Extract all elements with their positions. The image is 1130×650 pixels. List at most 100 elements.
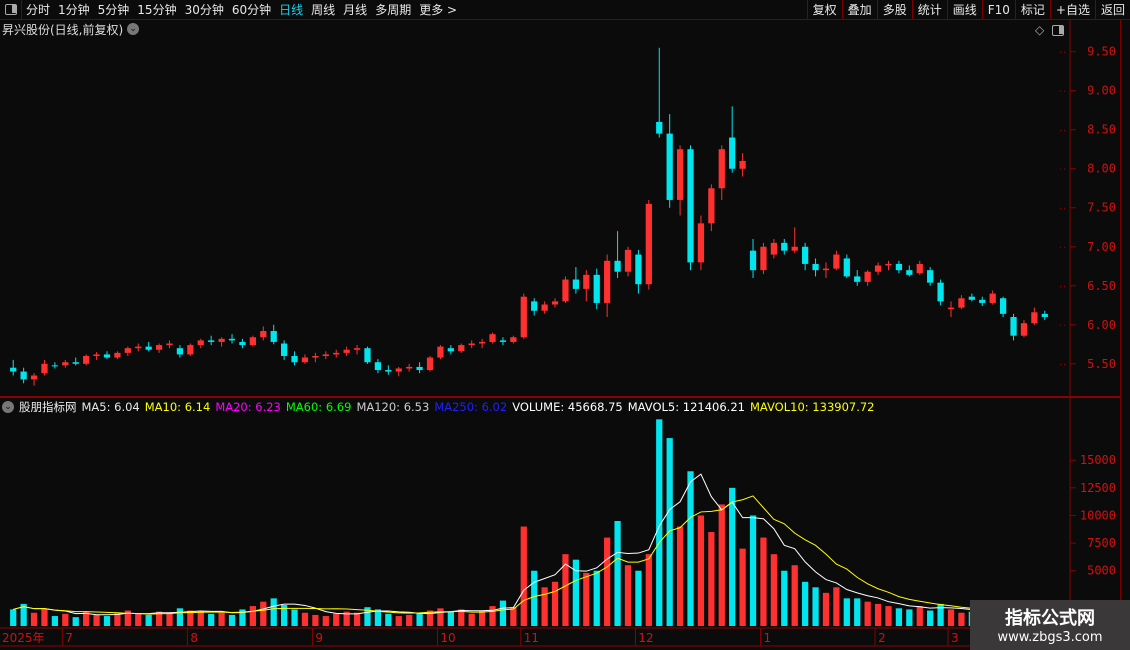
candle-body — [145, 346, 152, 350]
candle-body — [770, 242, 777, 255]
candle-body — [312, 355, 319, 358]
mavol10-line — [13, 495, 1045, 615]
watermark: 指标公式网 www.zbgs3.com — [970, 600, 1130, 650]
period-tab[interactable]: 更多 > — [419, 2, 458, 17]
volume-bar — [312, 614, 319, 626]
period-tab[interactable]: 1分钟 — [58, 2, 90, 17]
toolbar-button[interactable]: 返回 — [1094, 0, 1130, 20]
chevron-down-icon[interactable]: ⌄ — [127, 23, 140, 35]
grid-dot — [1060, 246, 1061, 248]
candle-body — [1031, 312, 1038, 324]
candle-body — [93, 354, 100, 356]
candle-body — [62, 362, 69, 366]
volume-bar — [489, 606, 496, 626]
candle-body — [187, 345, 194, 355]
indicator-value: MAVOL5: 121406.21 — [627, 400, 745, 414]
candle-body — [260, 331, 267, 338]
candle-body — [228, 338, 236, 341]
indicator-value: MA5: 6.04 — [81, 400, 140, 414]
mavol5-line — [13, 473, 1045, 616]
month-label: 7 — [65, 631, 73, 645]
chevron-down-icon[interactable]: ⌄ — [2, 401, 14, 413]
toolbar-button[interactable]: 叠加 — [841, 0, 877, 20]
period-tab[interactable]: 60分钟 — [231, 2, 272, 17]
grid-dot — [1060, 90, 1061, 92]
candle-body — [333, 352, 340, 355]
indicator-value: MA20: 6.23 — [215, 400, 281, 414]
period-tab[interactable]: 30分钟 — [184, 2, 224, 17]
volume-bar — [416, 612, 423, 626]
candle-body — [864, 271, 871, 282]
candle-body — [301, 357, 309, 363]
grid-dot — [1060, 168, 1061, 170]
toolbar-button[interactable]: 多股 — [876, 0, 912, 20]
candle-body — [885, 263, 892, 266]
candle-body — [281, 343, 288, 356]
candle-body — [10, 367, 17, 372]
toolbar-button[interactable]: 画线 — [946, 0, 982, 20]
period-tab[interactable]: 月线 — [343, 2, 368, 17]
volume-bar — [333, 613, 340, 626]
period-tab[interactable]: 日线 — [279, 2, 304, 17]
volume-bar — [10, 609, 17, 626]
indicator-value: VOLUME: 45668.75 — [512, 400, 623, 414]
function-toolbar: 复权 叠加 多股 统计 画线 F10 标记 +自选 返回 — [806, 0, 1130, 20]
period-tab[interactable]: 周线 — [311, 2, 336, 17]
candle-body — [718, 149, 725, 189]
candle-body — [812, 263, 819, 271]
panel-icon[interactable] — [1052, 24, 1065, 36]
candle-body — [937, 282, 944, 302]
diamond-icon[interactable]: ◇ — [1035, 23, 1045, 37]
volume-bar — [874, 603, 882, 626]
volume-bar — [374, 609, 382, 626]
candle-body — [572, 279, 580, 289]
kline-chart[interactable]: 9.509.008.508.007.507.006.506.005.501500… — [0, 20, 1120, 650]
volume-bar — [656, 419, 663, 626]
candle-body — [208, 340, 215, 342]
price-tick-label: 7.00 — [1087, 240, 1116, 254]
candle-body — [531, 301, 538, 311]
volume-bar — [270, 598, 277, 626]
volume-bar — [166, 612, 173, 626]
candle-body — [968, 296, 975, 300]
volume-bar — [708, 532, 715, 626]
volume-bar — [593, 570, 600, 626]
toolbar-button[interactable]: 统计 — [911, 0, 947, 20]
toolbar-button[interactable]: +自选 — [1049, 0, 1095, 20]
candle-body — [874, 265, 882, 272]
layout-toggle-button[interactable] — [0, 0, 22, 20]
volume-bar — [72, 617, 79, 626]
candle-body — [541, 304, 548, 311]
volume-bar — [197, 611, 204, 626]
month-label: 11 — [524, 631, 539, 645]
volume-bar — [541, 587, 548, 626]
grid-dot — [1060, 129, 1061, 131]
candle-body — [499, 340, 507, 342]
period-tab[interactable]: 5分钟 — [97, 2, 130, 17]
period-tab[interactable]: 15分钟 — [137, 2, 177, 17]
candle-body — [103, 354, 111, 358]
period-tab[interactable]: 多周期 — [375, 2, 412, 17]
volume-bar — [885, 606, 892, 626]
toolbar-button[interactable]: 标记 — [1014, 0, 1050, 20]
candle-body — [614, 260, 621, 272]
candle-body — [270, 331, 277, 342]
candle-body — [916, 263, 923, 274]
period-tab[interactable]: 分时 — [26, 2, 51, 17]
volume-bar — [30, 612, 38, 626]
volume-bar — [155, 611, 163, 626]
volume-bar — [124, 610, 131, 626]
volume-bar — [478, 610, 486, 626]
toolbar-button[interactable]: F10 — [981, 0, 1015, 20]
volume-tick-label: 10000 — [1080, 508, 1116, 522]
candle-body — [458, 345, 465, 352]
toolbar-button[interactable]: 复权 — [806, 0, 842, 20]
candle-body — [645, 203, 652, 285]
volume-bar — [499, 600, 507, 626]
side-panel[interactable] — [1120, 20, 1130, 650]
volume-tick-label: 5000 — [1087, 564, 1116, 578]
candle-body — [843, 258, 850, 277]
candle-body — [833, 254, 840, 269]
volume-bar — [927, 610, 934, 626]
panel-icon — [4, 4, 17, 15]
